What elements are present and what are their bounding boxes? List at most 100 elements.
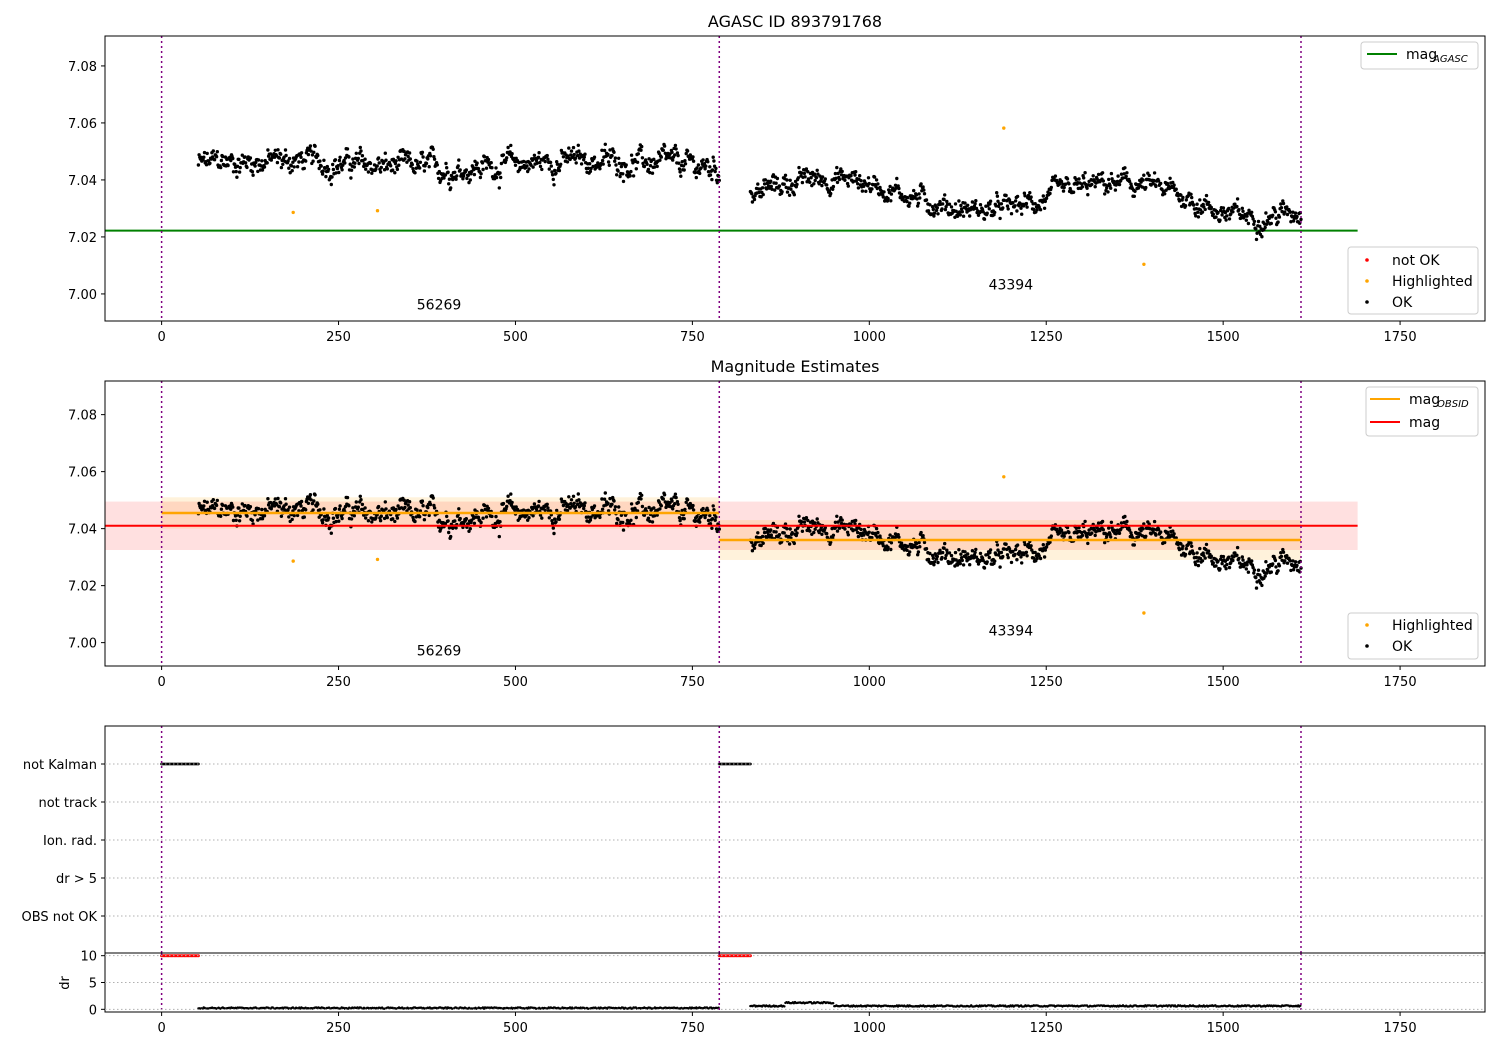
ok-point bbox=[652, 157, 656, 161]
obsid-label: 56269 bbox=[417, 643, 462, 659]
ok-point bbox=[586, 166, 591, 170]
ok-point bbox=[806, 526, 811, 530]
ok-point bbox=[938, 548, 942, 552]
ok-point bbox=[1049, 185, 1054, 190]
ok-point bbox=[517, 160, 521, 165]
ok-point bbox=[1013, 552, 1017, 557]
ok-point bbox=[851, 179, 856, 183]
ok-point bbox=[279, 514, 284, 518]
ok-point bbox=[1152, 519, 1157, 524]
ok-point bbox=[621, 520, 625, 525]
ok-point bbox=[1001, 554, 1005, 559]
ok-point bbox=[421, 504, 425, 508]
ok-point bbox=[955, 563, 960, 567]
ok-point bbox=[260, 507, 264, 512]
ok-point bbox=[482, 503, 487, 508]
ok-point bbox=[634, 167, 638, 171]
ok-point bbox=[283, 497, 288, 501]
ok-point bbox=[918, 196, 922, 200]
ok-point bbox=[783, 173, 788, 177]
ok-point bbox=[670, 499, 674, 503]
legend-marker bbox=[1365, 623, 1369, 627]
ok-point bbox=[292, 165, 296, 169]
ok-point bbox=[415, 508, 419, 512]
ok-point bbox=[316, 153, 320, 158]
ok-point bbox=[532, 153, 537, 157]
ok-point bbox=[319, 164, 323, 168]
ok-point bbox=[383, 151, 387, 155]
ok-point bbox=[446, 170, 450, 174]
dr-ytick-label: 5 bbox=[89, 977, 97, 992]
ok-point bbox=[993, 559, 997, 563]
ok-point bbox=[1085, 535, 1089, 539]
ok-point bbox=[299, 155, 303, 159]
ok-point bbox=[506, 494, 510, 498]
ok-point bbox=[655, 164, 659, 169]
ok-point bbox=[899, 192, 904, 197]
ok-point bbox=[912, 188, 916, 193]
ok-point bbox=[648, 519, 652, 523]
ok-point bbox=[607, 163, 611, 167]
ok-point bbox=[706, 160, 710, 164]
ok-point bbox=[817, 182, 821, 186]
estimates-ytick-label: 7.02 bbox=[68, 580, 97, 595]
ok-point bbox=[1196, 215, 1201, 219]
ok-point bbox=[449, 534, 453, 539]
ok-point bbox=[1002, 547, 1006, 551]
ok-point bbox=[1291, 210, 1295, 214]
ok-point bbox=[616, 169, 620, 173]
ok-point bbox=[513, 163, 518, 167]
ok-point bbox=[829, 540, 833, 544]
ok-point bbox=[710, 517, 715, 521]
ok-point bbox=[338, 155, 342, 159]
ok-point bbox=[691, 155, 695, 159]
ok-point bbox=[424, 161, 429, 166]
ok-point bbox=[1288, 559, 1292, 563]
ok-point bbox=[680, 160, 684, 164]
ok-point bbox=[552, 531, 556, 536]
ok-point bbox=[253, 164, 257, 168]
ok-point bbox=[266, 148, 270, 152]
ok-point bbox=[1181, 195, 1185, 200]
ok-point bbox=[957, 548, 961, 552]
ok-point bbox=[1037, 554, 1041, 558]
ok-point bbox=[1114, 532, 1118, 536]
ok-point bbox=[864, 189, 868, 193]
ok-point bbox=[829, 191, 833, 196]
ok-point bbox=[682, 168, 686, 172]
ok-point bbox=[527, 167, 531, 171]
ok-point bbox=[431, 496, 435, 500]
ok-point bbox=[550, 173, 555, 177]
ok-point bbox=[384, 158, 388, 162]
dr-xtick-label: 750 bbox=[680, 1021, 705, 1036]
ok-point bbox=[853, 173, 857, 177]
ok-point bbox=[823, 177, 827, 181]
ok-point bbox=[1177, 547, 1182, 552]
ok-point bbox=[834, 176, 838, 180]
ok-point bbox=[782, 531, 786, 535]
ok-point bbox=[444, 161, 448, 166]
ok-point bbox=[411, 515, 415, 520]
ok-point bbox=[881, 195, 885, 199]
ok-point bbox=[408, 157, 412, 161]
agasc-xtick-label: 1750 bbox=[1384, 330, 1417, 345]
ok-point bbox=[1005, 553, 1010, 557]
ok-point bbox=[245, 165, 249, 170]
ok-point bbox=[717, 178, 721, 183]
ok-point bbox=[1218, 567, 1222, 571]
ok-point bbox=[993, 210, 997, 215]
ok-point bbox=[1125, 519, 1129, 524]
ok-point bbox=[691, 508, 696, 512]
ok-point bbox=[317, 515, 321, 519]
ok-point bbox=[284, 153, 288, 158]
ok-point bbox=[922, 192, 927, 196]
ok-point bbox=[1283, 210, 1287, 214]
ok-point bbox=[756, 531, 760, 535]
ok-point bbox=[640, 144, 644, 149]
ok-point bbox=[1053, 174, 1058, 178]
ok-point bbox=[411, 167, 415, 171]
ok-point bbox=[557, 168, 562, 173]
ok-point bbox=[215, 498, 219, 503]
ok-point bbox=[256, 518, 260, 522]
